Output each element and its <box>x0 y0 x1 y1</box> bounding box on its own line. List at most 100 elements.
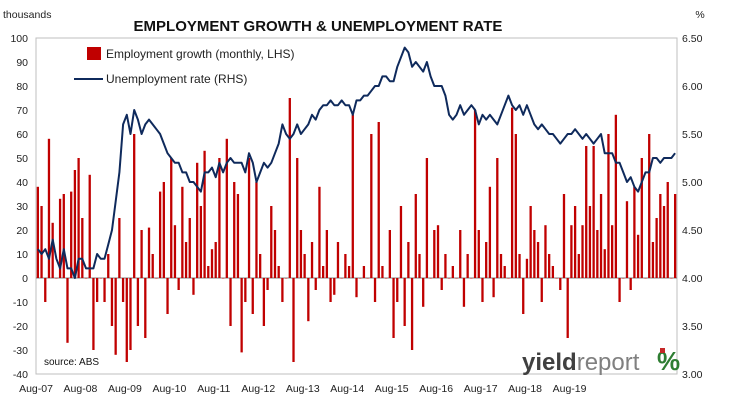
employment-bar <box>247 158 251 278</box>
employment-bar <box>218 158 221 278</box>
employment-bar <box>203 150 206 278</box>
employment-bar <box>355 278 358 298</box>
left-tick-label: 20 <box>16 225 28 237</box>
employment-bar <box>585 146 588 278</box>
x-tick-label: Aug-10 <box>152 383 186 395</box>
employment-bar <box>173 225 177 278</box>
employment-bar <box>155 278 158 279</box>
employment-bar <box>196 162 199 278</box>
left-tick-label: -20 <box>13 321 28 333</box>
employment-bar <box>384 278 388 279</box>
employment-bar <box>110 278 114 326</box>
employment-bar <box>655 218 658 278</box>
employment-bar <box>233 182 236 278</box>
employment-bar <box>392 278 395 338</box>
employment-bar <box>625 201 629 278</box>
employment-bar <box>514 134 517 278</box>
employment-bar <box>151 254 154 278</box>
employment-bar <box>55 278 58 279</box>
employment-bar <box>73 170 77 278</box>
employment-bar <box>503 266 506 278</box>
yieldreport-logo: yieldreport % <box>522 346 680 376</box>
employment-bar <box>422 278 425 307</box>
employment-bar <box>607 134 610 278</box>
employment-bar <box>270 206 273 278</box>
employment-bar <box>362 266 366 278</box>
employment-bar <box>492 278 495 298</box>
employment-bar <box>62 194 65 278</box>
employment-bar <box>433 230 436 278</box>
employment-bar <box>551 266 555 278</box>
employment-bar <box>599 194 603 278</box>
employment-bar <box>103 278 106 302</box>
employment-bar <box>403 278 406 326</box>
employment-bar <box>240 278 243 353</box>
employment-bar <box>40 206 43 278</box>
employment-bar <box>36 186 40 278</box>
employment-bar <box>533 230 536 278</box>
employment-bar <box>499 254 503 278</box>
employment-bar <box>570 225 573 278</box>
employment-bar <box>440 278 443 290</box>
x-tick-label: Aug-17 <box>464 383 498 395</box>
x-tick-label: Aug-08 <box>64 383 98 395</box>
right-tick-label: 4.00 <box>682 273 703 285</box>
employment-bar <box>414 194 417 278</box>
employment-bar <box>281 278 284 302</box>
employment-bar <box>522 278 525 314</box>
employment-bar <box>181 186 184 278</box>
employment-bar <box>144 278 147 338</box>
legend-swatch-employment <box>87 47 101 60</box>
x-tick-label: Aug-11 <box>197 383 230 395</box>
employment-bar <box>496 158 499 278</box>
employment-bar <box>536 242 540 278</box>
right-tick-label: 6.50 <box>682 33 703 45</box>
employment-bar <box>436 225 440 278</box>
right-tick-label: 3.00 <box>682 369 703 381</box>
employment-bar <box>288 98 291 278</box>
employment-bar <box>336 242 340 278</box>
right-tick-label: 3.50 <box>682 321 703 333</box>
right-tick-label: 4.50 <box>682 225 703 237</box>
employment-bar <box>577 254 580 278</box>
employment-bar <box>84 278 88 279</box>
employment-bar <box>296 158 299 278</box>
employment-bar <box>407 242 410 278</box>
right-tick-label: 5.00 <box>682 177 703 189</box>
employment-bar <box>95 278 99 302</box>
chart-title: EMPLOYMENT GROWTH & UNEMPLOYMENT RATE <box>134 18 503 35</box>
employment-bar <box>340 278 343 279</box>
employment-bar <box>251 278 254 314</box>
employment-bar <box>555 278 558 279</box>
employment-bar <box>473 110 477 278</box>
legend-label-unemployment: Unemployment rate (RHS) <box>106 72 247 86</box>
source-note: source: ABS <box>44 357 99 368</box>
employment-bar <box>518 254 521 278</box>
employment-bar <box>77 158 80 278</box>
employment-bar <box>177 278 180 290</box>
left-tick-label: -30 <box>13 345 28 357</box>
employment-bar <box>603 249 606 278</box>
employment-bar <box>485 242 488 278</box>
logo-text: yieldreport <box>522 349 640 376</box>
employment-bar <box>470 278 473 279</box>
employment-bar <box>236 194 240 278</box>
x-tick-label: Aug-12 <box>241 383 275 395</box>
employment-bar <box>347 266 351 278</box>
employment-bar <box>388 230 391 278</box>
employment-bar <box>333 278 336 295</box>
employment-bar <box>107 254 110 278</box>
employment-bar <box>303 254 306 278</box>
employment-bar <box>544 225 547 278</box>
employment-bar <box>44 278 47 302</box>
employment-bar <box>158 191 162 278</box>
employment-bar <box>184 242 188 278</box>
right-tick-label: 5.50 <box>682 129 703 141</box>
employment-bar <box>310 242 314 278</box>
employment-bar <box>462 278 466 307</box>
employment-bar <box>88 174 91 278</box>
employment-bar <box>588 206 592 278</box>
employment-bar <box>81 218 84 278</box>
